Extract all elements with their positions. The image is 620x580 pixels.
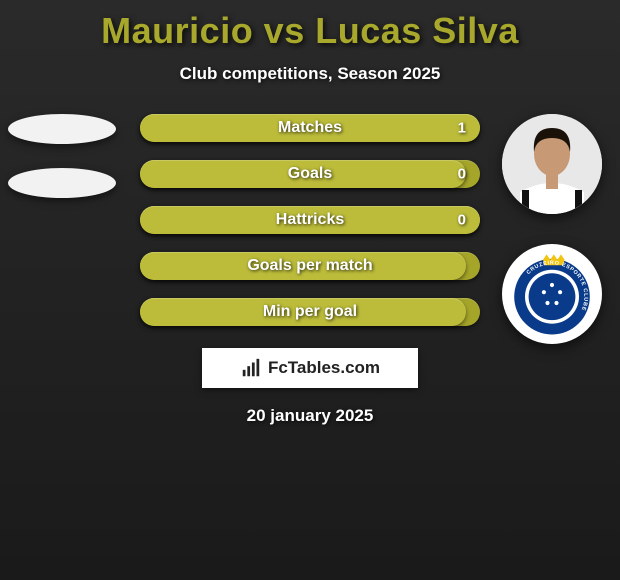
stat-label: Min per goal <box>263 303 357 321</box>
subtitle: Club competitions, Season 2025 <box>0 64 620 84</box>
stat-value: 0 <box>458 166 466 183</box>
player2-photo <box>502 114 602 214</box>
watermark-text: FcTables.com <box>268 358 380 378</box>
stat-row: Goals per match <box>140 252 480 280</box>
player1-photo-placeholder <box>8 114 116 144</box>
page-title: Mauricio vs Lucas Silva <box>0 0 620 52</box>
date-text: 20 january 2025 <box>0 406 620 426</box>
stat-value: 1 <box>458 120 466 137</box>
left-photo-column <box>8 114 116 198</box>
stat-label: Matches <box>278 119 342 137</box>
watermark-badge: FcTables.com <box>202 348 418 388</box>
right-photo-column: CRUZEIRO ESPORTE CLUBE <box>502 114 602 344</box>
player1-club-placeholder <box>8 168 116 198</box>
comparison-panel: CRUZEIRO ESPORTE CLUBE Matches1Goals0Hat… <box>0 114 620 426</box>
stat-label: Goals <box>288 165 332 183</box>
player2-club-crest: CRUZEIRO ESPORTE CLUBE <box>502 244 602 344</box>
chart-icon <box>240 357 262 379</box>
stat-label: Goals per match <box>247 257 372 275</box>
stats-bars: Matches 1 Goals 0 Hattricks 0 Goals per match M… <box>140 114 480 326</box>
stat-row: Hattricks 0 <box>140 206 480 234</box>
stat-row: Matches 1 <box>140 114 480 142</box>
stat-row: Min per goal <box>140 298 480 326</box>
stat-value: 0 <box>458 212 466 229</box>
stat-row: Goals 0 <box>140 160 480 188</box>
stat-label: Hattricks <box>276 211 344 229</box>
